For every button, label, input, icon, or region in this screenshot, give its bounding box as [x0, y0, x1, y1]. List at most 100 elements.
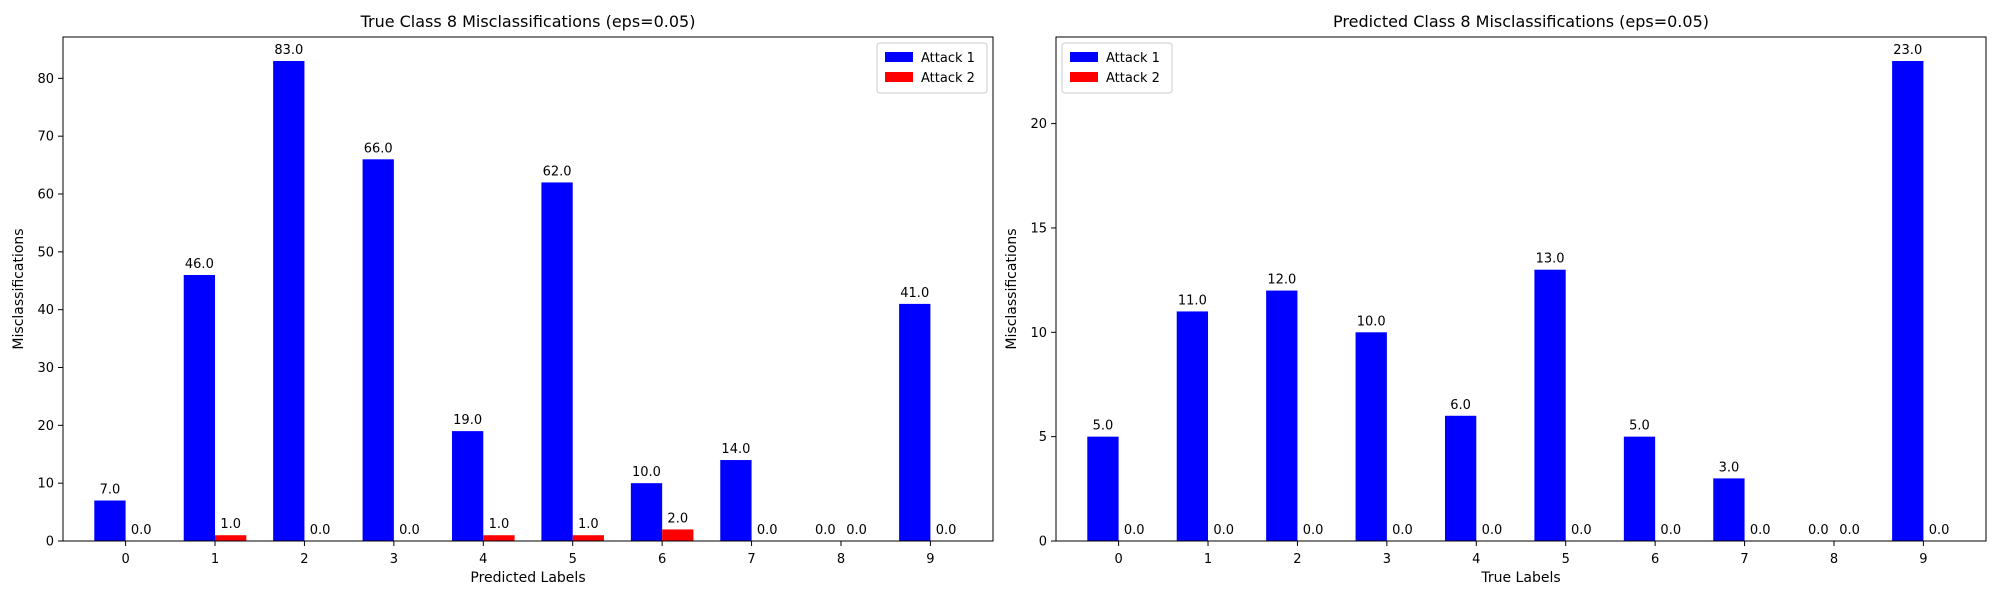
y-tick-label: 0 — [1039, 535, 1047, 550]
legend-entry: Attack 2 — [1106, 71, 1160, 86]
bar-attack1-4 — [451, 431, 484, 541]
x-tick-label: 0 — [121, 552, 129, 567]
bar-value-label: 46.0 — [185, 257, 214, 272]
bar-value-label: 0.0 — [1124, 523, 1145, 538]
y-axis-label: Misclassifications — [11, 228, 27, 349]
x-tick-label: 6 — [1651, 552, 1659, 567]
bar-attack1-9 — [899, 303, 931, 541]
y-tick-label: 70 — [37, 130, 54, 145]
bar-value-label: 2.0 — [667, 511, 688, 526]
x-axis-label: Predicted Labels — [470, 570, 585, 586]
bar-attack1-5 — [1534, 269, 1566, 541]
x-axis-label: True Labels — [1480, 570, 1560, 586]
bar-value-label: 83.0 — [274, 43, 303, 58]
chart-title: Predicted Class 8 Misclassifications (ep… — [1333, 12, 1709, 31]
x-tick-label: 4 — [1472, 552, 1480, 567]
y-tick-label: 0 — [46, 535, 54, 550]
bar-value-label: 19.0 — [453, 413, 482, 428]
y-tick-label: 60 — [37, 188, 54, 203]
bar-value-label: 0.0 — [1808, 523, 1829, 538]
bar-value-label: 6.0 — [1450, 398, 1471, 413]
bar-value-label: 0.0 — [1303, 523, 1324, 538]
y-tick-label: 20 — [1030, 117, 1047, 132]
x-tick-label: 9 — [1919, 552, 1927, 567]
bar-value-label: 1.0 — [220, 517, 241, 532]
bar-value-label: 14.0 — [721, 442, 750, 457]
x-tick-label: 6 — [658, 552, 666, 567]
bar-value-label: 23.0 — [1893, 43, 1922, 58]
bar-value-label: 12.0 — [1267, 273, 1296, 288]
bar-value-label: 0.0 — [1392, 523, 1413, 538]
y-tick-label: 10 — [1030, 326, 1047, 341]
bar-value-label: 3.0 — [1719, 460, 1740, 475]
bar-attack1-5 — [541, 182, 573, 541]
y-tick-label: 50 — [37, 245, 54, 260]
x-tick-label: 7 — [1740, 552, 1748, 567]
axes-frame — [62, 36, 994, 542]
legend-entry: Attack 1 — [921, 51, 975, 66]
x-tick-label: 7 — [747, 552, 755, 567]
bar-attack2-5 — [572, 535, 605, 541]
bar-attack1-2 — [1266, 290, 1298, 541]
bar-value-label: 0.0 — [1571, 523, 1592, 538]
x-tick-label: 8 — [1830, 552, 1838, 567]
bar-value-label: 10.0 — [632, 465, 661, 480]
bar-attack2-4 — [483, 535, 515, 541]
bar-value-label: 0.0 — [815, 523, 836, 538]
bar-value-label: 13.0 — [1536, 252, 1565, 267]
bar-value-label: 0.0 — [1660, 523, 1681, 538]
bar-attack1-4 — [1444, 415, 1477, 541]
y-tick-label: 15 — [1030, 221, 1047, 236]
y-tick-label: 80 — [37, 72, 54, 87]
x-tick-label: 8 — [837, 552, 845, 567]
bar-value-label: 0.0 — [757, 523, 778, 538]
bar-value-label: 0.0 — [1482, 523, 1503, 538]
y-tick-label: 10 — [37, 477, 54, 492]
bar-attack1-3 — [1355, 332, 1387, 541]
y-tick-label: 20 — [37, 419, 54, 434]
bar-attack1-0 — [94, 500, 126, 541]
bar-value-label: 1.0 — [489, 517, 510, 532]
chart-panel-1: 5.0 11.0 12.0 10.0 6.0 13.0 5.0 3.0 0.0 23.0 0.0 0.… — [1004, 12, 1987, 586]
bar-value-label: 62.0 — [543, 164, 572, 179]
legend-entry: Attack 1 — [1106, 51, 1160, 66]
legend-entry: Attack 2 — [921, 71, 975, 86]
bar-value-label: 5.0 — [1093, 419, 1114, 434]
bar-value-label: 0.0 — [1839, 523, 1860, 538]
axes-frame — [1055, 36, 1987, 542]
y-tick-label: 40 — [37, 303, 54, 318]
bar-value-label: 0.0 — [310, 523, 331, 538]
y-tick-label: 5 — [1039, 430, 1047, 445]
x-tick-label: 3 — [1383, 552, 1391, 567]
x-tick-label: 0 — [1114, 552, 1122, 567]
x-tick-label: 5 — [1562, 552, 1570, 567]
bar-value-label: 66.0 — [364, 141, 393, 156]
bar-value-label: 41.0 — [900, 286, 929, 301]
bar-value-label: 0.0 — [399, 523, 420, 538]
bar-attack2-1 — [215, 535, 247, 541]
bar-value-label: 10.0 — [1357, 314, 1386, 329]
chart-title: True Class 8 Misclassifications (eps=0.0… — [360, 12, 696, 31]
bar-attack1-1 — [1176, 311, 1209, 541]
bar-value-label: 11.0 — [1178, 293, 1207, 308]
chart-panel-0: 7.046.083.066.019.062.010.014.00.041.00.… — [11, 12, 994, 586]
bar-value-label: 0.0 — [1213, 523, 1234, 538]
bar-attack1-2 — [273, 61, 305, 541]
bar-attack1-3 — [362, 159, 394, 541]
legend-swatch-attack1 — [1070, 52, 1098, 62]
bar-attack1-0 — [1087, 436, 1119, 541]
bar-value-label: 1.0 — [578, 517, 599, 532]
bar-value-label: 0.0 — [1929, 523, 1950, 538]
bar-value-label: 5.0 — [1629, 419, 1650, 434]
legend-swatch-attack1 — [885, 52, 913, 62]
x-tick-label: 9 — [926, 552, 934, 567]
bar-attack1-9 — [1892, 61, 1924, 541]
legend-swatch-attack2 — [885, 72, 913, 82]
legend-swatch-attack2 — [1070, 72, 1098, 82]
bar-attack1-1 — [183, 274, 216, 541]
bar-value-label: 0.0 — [1750, 523, 1771, 538]
bar-attack1-6 — [1623, 436, 1656, 541]
bar-value-label: 0.0 — [131, 523, 152, 538]
legend: Attack 1 Attack 2 — [1061, 42, 1173, 94]
